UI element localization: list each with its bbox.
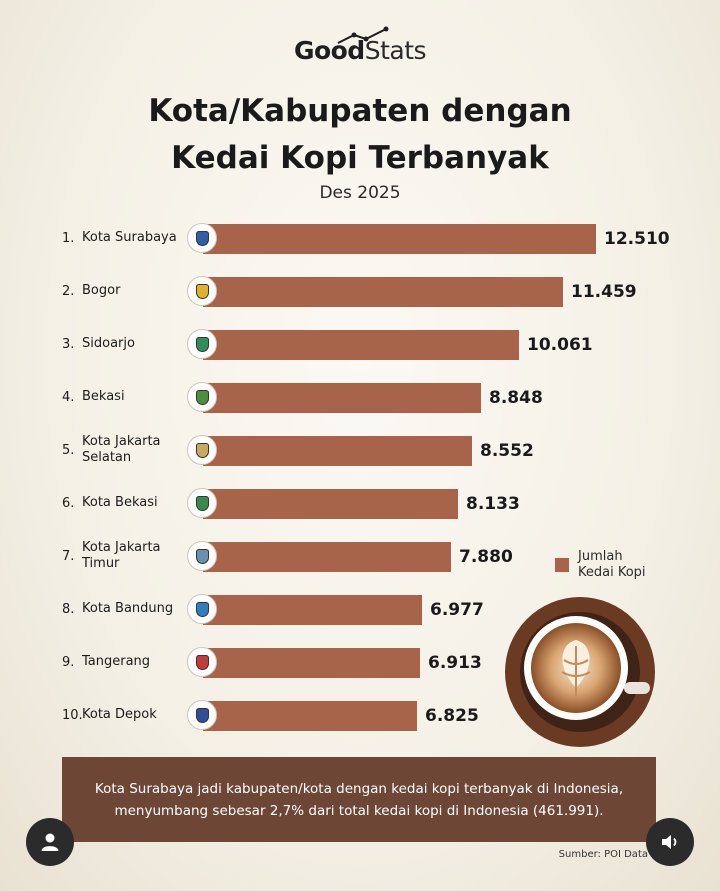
category-label: Bekasi xyxy=(82,389,125,404)
rank-label: 1. xyxy=(62,230,75,246)
legend-swatch xyxy=(555,558,569,572)
city-emblem-icon xyxy=(187,700,217,730)
audio-toggle-button[interactable] xyxy=(646,818,694,866)
value-label: 6.825 xyxy=(425,706,479,726)
category-label: Sidoarjo xyxy=(82,336,135,351)
city-emblem-icon xyxy=(187,382,217,412)
rank-label: 10. xyxy=(62,707,83,723)
emblem-shield-icon xyxy=(195,442,209,458)
summary-note: Kota Surabaya jadi kabupaten/kota dengan… xyxy=(62,757,656,842)
chart-row: 5. Kota Jakarta Selatan 8.552 xyxy=(0,430,720,470)
city-emblem-icon xyxy=(187,594,217,624)
value-label: 6.913 xyxy=(428,653,482,673)
bar xyxy=(203,436,472,466)
emblem-shield-icon xyxy=(195,336,209,352)
category-label: Kota Bandung xyxy=(82,601,174,616)
city-emblem-icon xyxy=(187,541,217,571)
category-label: Kota Depok xyxy=(82,707,157,722)
bar xyxy=(203,277,563,307)
brand-name-good: Good xyxy=(293,36,365,65)
chart-title-line-1: Kota/Kabupaten dengan xyxy=(148,93,572,129)
rank-label: 2. xyxy=(62,283,75,299)
bar xyxy=(203,701,417,731)
brand-name-stats: Stats xyxy=(364,36,427,65)
bar xyxy=(203,330,519,360)
bar xyxy=(203,224,596,254)
category-label: Kota Jakarta Timur xyxy=(82,540,161,571)
value-label: 8.552 xyxy=(480,441,534,461)
emblem-shield-icon xyxy=(195,283,209,299)
legend-label-line-2: Kedai Kopi xyxy=(578,565,646,580)
rank-label: 9. xyxy=(62,654,75,670)
value-label: 7.880 xyxy=(459,547,513,567)
chart-row: 10. Kota Depok 6.825 xyxy=(0,695,720,735)
rank-label: 3. xyxy=(62,336,75,352)
category-label: Bogor xyxy=(82,283,121,298)
chart-title-line-2: Kedai Kopi Terbanyak xyxy=(171,140,549,176)
value-label: 8.848 xyxy=(489,388,543,408)
bar xyxy=(203,489,458,519)
value-label: 6.977 xyxy=(430,600,484,620)
chart-row: 8. Kota Bandung 6.977 xyxy=(0,589,720,629)
source-label: Sumber: POI Data xyxy=(558,849,648,860)
emblem-shield-icon xyxy=(195,389,209,405)
chart-row: 1. Kota Surabaya 12.510 xyxy=(0,218,720,258)
rank-label: 4. xyxy=(62,389,75,405)
value-label: 8.133 xyxy=(466,494,520,514)
city-emblem-icon xyxy=(187,329,217,359)
city-emblem-icon xyxy=(187,223,217,253)
city-emblem-icon xyxy=(187,276,217,306)
city-emblem-icon xyxy=(187,435,217,465)
bar xyxy=(203,595,422,625)
emblem-shield-icon xyxy=(195,495,209,511)
coffee-cup-image xyxy=(505,597,655,747)
category-label: Tangerang xyxy=(82,654,151,669)
legend-label: Jumlah Kedai Kopi xyxy=(578,549,688,581)
emblem-shield-icon xyxy=(195,654,209,670)
chart-title: Kota/Kabupaten dengan Kedai Kopi Terbany… xyxy=(0,88,720,182)
city-emblem-icon xyxy=(187,488,217,518)
bar xyxy=(203,648,420,678)
value-label: 12.510 xyxy=(604,229,670,249)
user-icon xyxy=(41,833,59,851)
chart-row: 3. Sidoarjo 10.061 xyxy=(0,324,720,364)
bar xyxy=(203,542,451,572)
profile-button[interactable] xyxy=(26,818,74,866)
value-label: 11.459 xyxy=(571,282,637,302)
rank-label: 5. xyxy=(62,442,75,458)
chart-subtitle: Des 2025 xyxy=(319,183,401,203)
speaker-icon xyxy=(662,835,677,849)
emblem-shield-icon xyxy=(195,707,209,723)
emblem-shield-icon xyxy=(195,230,209,246)
chart-row: 9. Tangerang 6.913 xyxy=(0,642,720,682)
chart-row: 2. Bogor 11.459 xyxy=(0,271,720,311)
chart-row: 7. Kota Jakarta Timur 7.880 xyxy=(0,536,720,576)
category-label: Kota Jakarta Selatan xyxy=(82,434,161,465)
emblem-shield-icon xyxy=(195,601,209,617)
chart-line-logo-icon xyxy=(337,26,389,44)
rank-label: 7. xyxy=(62,548,75,564)
brand-logo: GoodStats xyxy=(0,36,720,65)
legend-label-line-1: Jumlah xyxy=(578,549,623,564)
emblem-shield-icon xyxy=(195,548,209,564)
rank-label: 8. xyxy=(62,601,75,617)
chart-row: 6. Kota Bekasi 8.133 xyxy=(0,483,720,523)
value-label: 10.061 xyxy=(527,335,593,355)
city-emblem-icon xyxy=(187,647,217,677)
rank-label: 6. xyxy=(62,495,75,511)
category-label: Kota Surabaya xyxy=(82,230,177,245)
chart-row: 4. Bekasi 8.848 xyxy=(0,377,720,417)
bar xyxy=(203,383,481,413)
category-label: Kota Bekasi xyxy=(82,495,158,510)
